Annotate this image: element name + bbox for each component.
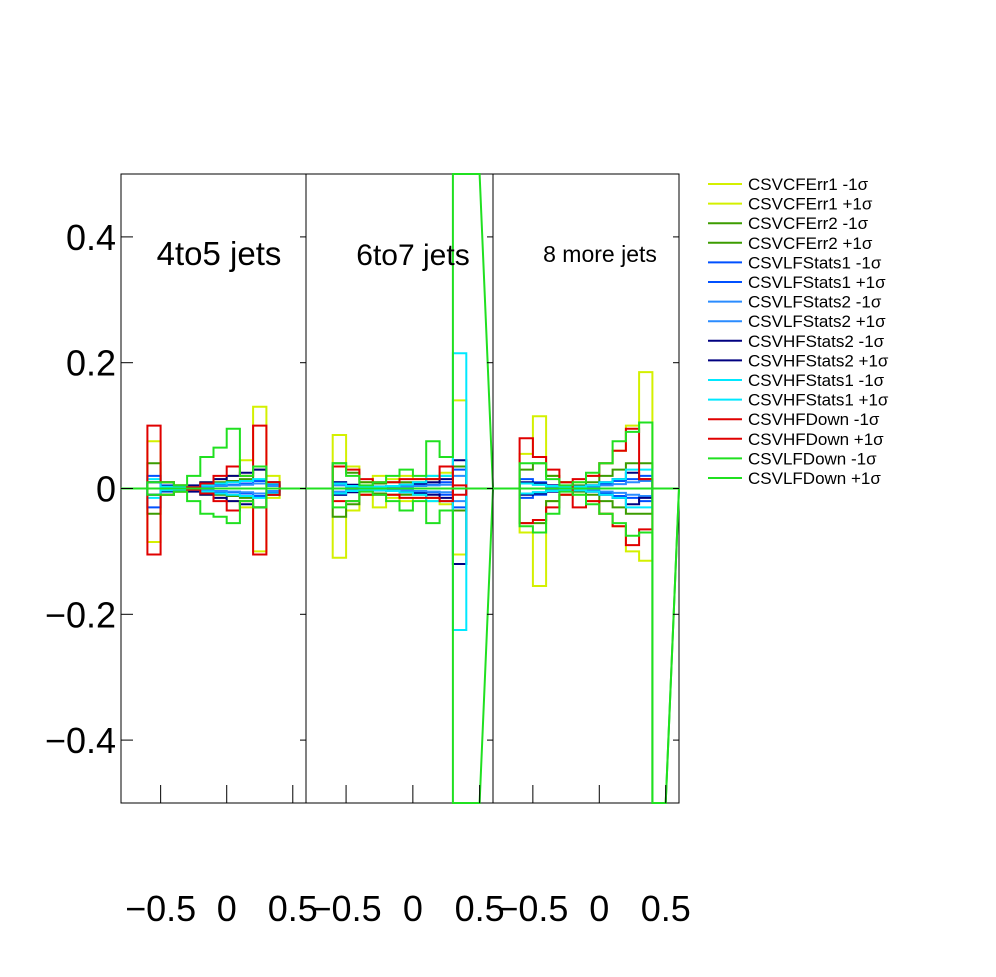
- legend-entry: CSVCFErr1 -1σ: [708, 175, 869, 194]
- series-line-15: [121, 427, 306, 490]
- series-line-12: [121, 487, 306, 499]
- y-tick-label: 0: [96, 469, 116, 510]
- x-tick-label: 0: [403, 888, 423, 929]
- legend-label: CSVLFDown +1σ: [748, 469, 881, 488]
- y-tick-label: 0.2: [66, 343, 116, 384]
- panel-label: 4to5 jets: [157, 235, 282, 272]
- legend-entry: CSVHFDown +1σ: [708, 430, 884, 449]
- legend-entry: CSVLFStats2 +1σ: [708, 312, 886, 331]
- panels-layer: 4to5 jets 6to7 jets 8 more jets: [120, 173, 680, 804]
- legend-label: CSVLFStats2 +1σ: [748, 312, 886, 331]
- legend-label: CSVHFDown +1σ: [748, 430, 884, 449]
- legend-entry: CSVLFStats1 -1σ: [708, 253, 882, 272]
- legend-entry: CSVLFStats1 +1σ: [708, 273, 886, 292]
- x-tick-label: 0.5: [455, 888, 505, 929]
- panel-1: 4to5 jets: [120, 173, 307, 804]
- series-line-15: [306, 173, 494, 490]
- x-tick-label: −0.5: [497, 888, 568, 929]
- x-tick-label: 0.5: [641, 888, 691, 929]
- panel-2: 6to7 jets: [305, 173, 494, 804]
- series-line-11: [493, 468, 679, 490]
- legend-entry: CSVHFStats2 -1σ: [708, 332, 885, 351]
- legend-label: CSVCFErr1 -1σ: [748, 175, 869, 194]
- legend-label: CSVLFDown -1σ: [748, 449, 877, 468]
- panel-label: 8 more jets: [543, 241, 657, 267]
- legend-label: CSVLFStats2 -1σ: [748, 293, 882, 312]
- panel-3: 8 more jets: [492, 173, 680, 804]
- legend-entry: CSVCFErr2 +1σ: [708, 234, 873, 253]
- x-axis: −0.5 0 0.5−0.5 0 0.5−0.5 0 0.5: [125, 888, 691, 929]
- series-line-3: [493, 462, 679, 490]
- x-tick-label: −0.5: [311, 888, 382, 929]
- x-tick-label: 0: [589, 888, 609, 929]
- series-line-12: [493, 487, 679, 509]
- series-line-11: [121, 478, 306, 490]
- legend-label: CSVCFErr2 +1σ: [748, 234, 873, 253]
- legend-entry: CSVHFStats1 -1σ: [708, 371, 885, 390]
- x-tick-label: 0.5: [268, 888, 318, 929]
- legend-entry: CSVCFErr2 -1σ: [708, 214, 869, 233]
- y-tick-label: 0.4: [66, 217, 116, 258]
- legend-label: CSVHFStats2 +1σ: [748, 351, 889, 370]
- series-line-11: [306, 352, 493, 490]
- legend-label: CSVHFDown -1σ: [748, 410, 880, 429]
- legend-label: CSVLFStats1 +1σ: [748, 273, 886, 292]
- x-tick-label: −0.5: [125, 888, 196, 929]
- legend-label: CSVCFErr1 +1σ: [748, 195, 873, 214]
- series-line-12: [306, 487, 493, 631]
- legend-entry: CSVHFDown -1σ: [708, 410, 880, 429]
- legend-entry: CSVLFDown -1σ: [708, 449, 877, 468]
- legend-label: CSVCFErr2 -1σ: [748, 214, 869, 233]
- series-line-16: [121, 487, 306, 525]
- legend-entry: CSVLFDown +1σ: [708, 469, 881, 488]
- legend-entry: CSVHFStats2 +1σ: [708, 351, 889, 370]
- legend-label: CSVLFStats1 -1σ: [748, 253, 882, 272]
- legend-entry: CSVCFErr1 +1σ: [708, 195, 873, 214]
- y-tick-label: −0.2: [45, 594, 116, 635]
- series-line-15: [493, 421, 680, 804]
- legend-entry: CSVHFStats1 +1σ: [708, 391, 889, 410]
- legend-entry: CSVLFStats2 -1σ: [708, 293, 882, 312]
- y-tick-label: −0.4: [45, 720, 116, 761]
- panel-label: 6to7 jets: [356, 239, 469, 272]
- legend-label: CSVHFStats1 -1σ: [748, 371, 885, 390]
- x-tick-label: 0: [217, 888, 237, 929]
- series-line-16: [493, 487, 680, 804]
- legend-label: CSVHFStats2 -1σ: [748, 332, 885, 351]
- legend-label: CSVHFStats1 +1σ: [748, 391, 889, 410]
- series-line-16: [306, 487, 494, 804]
- y-axis: 0.4 0.2 0 −0.2 −0.4: [45, 217, 133, 761]
